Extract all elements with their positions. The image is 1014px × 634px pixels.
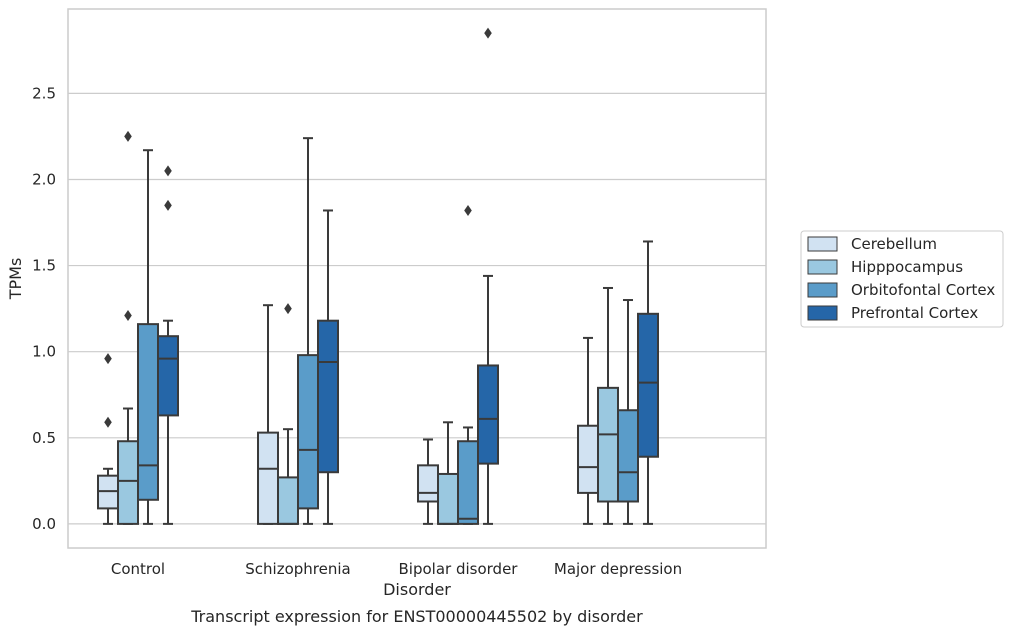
y-tick-label: 1.0 <box>32 343 56 361</box>
box-iqr <box>477 364 499 465</box>
legend: Cerebellum Hipppocampus Orbitofontal Corte… <box>800 230 1004 328</box>
box-hipppocampus <box>117 130 139 525</box>
box-iqr <box>637 312 659 458</box>
box-orbitofontal-cortex <box>457 204 479 525</box>
legend-swatch <box>807 236 838 252</box>
box-hipppocampus <box>597 286 619 525</box>
chart-caption: Transcript expression for ENST0000044550… <box>190 607 643 626</box>
x-axis-label: Disorder <box>383 580 451 599</box>
box-cerebellum <box>97 353 119 525</box>
box-iqr <box>157 335 179 417</box>
outlier-point <box>104 416 112 428</box>
plot-frame <box>67 8 767 549</box>
box-prefrontal-cortex <box>637 240 659 525</box>
box-orbitofontal-cortex <box>137 149 159 525</box>
legend-label: Prefrontal Cortex <box>851 304 978 322</box>
box-iqr <box>137 323 159 501</box>
legend-label: Cerebellum <box>851 235 937 253</box>
outlier-point <box>484 27 492 39</box>
box-iqr <box>297 354 319 510</box>
box-prefrontal-cortex <box>317 209 339 525</box>
box-prefrontal-cortex <box>477 27 499 525</box>
box-iqr <box>417 464 439 503</box>
outlier-point <box>124 310 132 322</box>
box-iqr <box>597 386 619 503</box>
outlier-point <box>464 204 472 216</box>
y-tick-label: 2.0 <box>32 170 56 188</box>
y-tick-label: 0.0 <box>32 515 56 533</box>
legend-swatch <box>807 282 838 298</box>
y-axis-ticks: 0.0 0.5 1.0 1.5 2.0 2.5 <box>32 84 56 533</box>
outlier-point <box>164 199 172 211</box>
box-cerebellum <box>577 336 599 525</box>
box-cerebellum <box>417 438 439 525</box>
box-iqr <box>457 440 479 525</box>
box-orbitofontal-cortex <box>617 299 639 525</box>
box-prefrontal-cortex <box>157 165 179 525</box>
boxes <box>97 27 659 525</box>
box-cerebellum <box>257 304 279 525</box>
box-iqr <box>257 431 279 525</box>
y-tick-label: 0.5 <box>32 429 56 447</box>
x-tick-label: Schizophrenia <box>245 560 350 578</box>
legend-frame <box>800 230 1004 328</box>
x-axis-ticks: Control Schizophrenia Bipolar disorder Majo… <box>111 560 682 578</box>
x-tick-label: Control <box>111 560 165 578</box>
y-tick-label: 1.5 <box>32 257 56 275</box>
outlier-point <box>164 165 172 177</box>
y-axis-label: TPMs <box>6 258 25 301</box>
legend-label: Hipppocampus <box>851 258 963 276</box>
outlier-point <box>124 130 132 142</box>
box-iqr <box>117 440 139 525</box>
legend-swatch <box>807 305 838 321</box>
box-iqr <box>277 476 299 525</box>
legend-label: Orbitofontal Cortex <box>851 281 995 299</box>
box-orbitofontal-cortex <box>297 137 319 525</box>
outlier-point <box>104 353 112 365</box>
box-iqr <box>577 424 599 494</box>
x-tick-label: Major depression <box>554 560 682 578</box>
y-tick-label: 2.5 <box>32 84 56 102</box>
x-tick-label: Bipolar disorder <box>399 560 519 578</box>
gridlines <box>68 92 766 525</box>
box-iqr <box>617 409 639 503</box>
box-hipppocampus <box>277 303 299 525</box>
box-iqr <box>437 472 459 525</box>
box-iqr <box>317 319 339 474</box>
outlier-point <box>284 303 292 315</box>
legend-swatch <box>807 259 838 275</box>
